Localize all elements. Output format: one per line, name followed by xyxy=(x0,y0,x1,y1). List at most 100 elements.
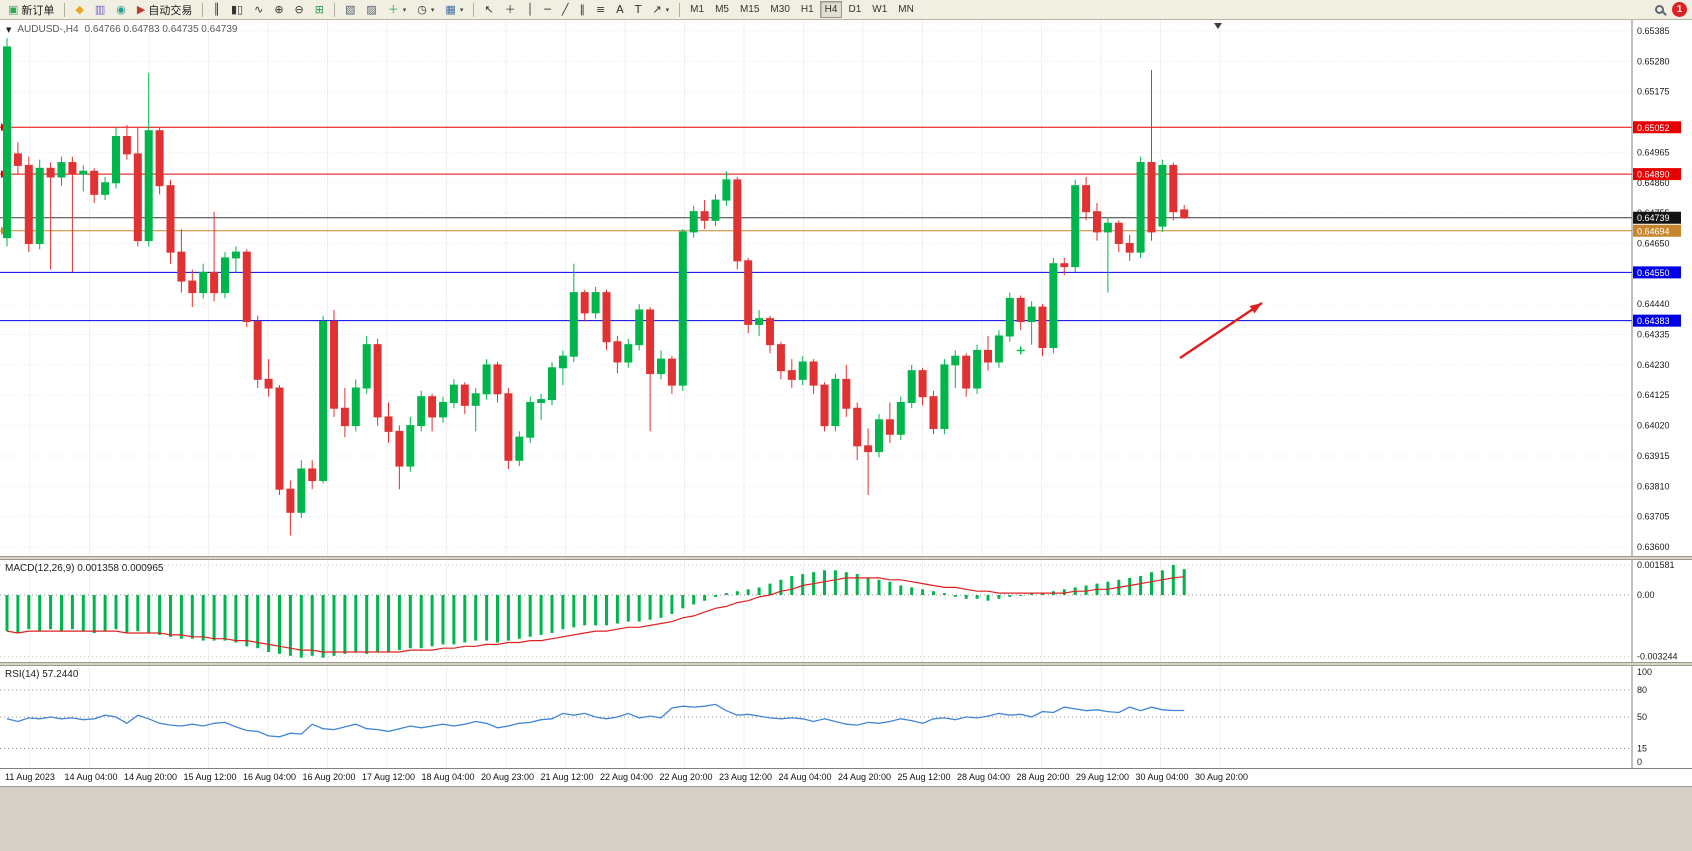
svg-text:80: 80 xyxy=(1637,685,1647,695)
new-order-button[interactable]: ▣ 新订单 xyxy=(3,1,59,18)
cursor-tool-button[interactable]: ↖ xyxy=(479,1,498,18)
timeframe-h1-button[interactable]: H1 xyxy=(800,4,814,15)
rsi-axis: 100 80 50 15 0 xyxy=(1631,666,1652,768)
candles-mode-icon: ▮▯ xyxy=(230,3,244,16)
rsi-canvas[interactable]: 100 80 50 15 0 xyxy=(0,666,1692,768)
time-label: 23 Aug 12:00 xyxy=(719,772,773,782)
cursor-icon: ↖ xyxy=(484,3,494,16)
chart-list-button[interactable]: ▧ xyxy=(340,1,360,18)
rsi-grid xyxy=(0,666,1632,768)
timeframe-w1-button[interactable]: W1 xyxy=(872,4,888,15)
notification-badge[interactable]: 1 xyxy=(1672,2,1687,17)
metaeditor-button[interactable]: ◆ xyxy=(70,1,88,18)
horizontal-level-lines[interactable] xyxy=(0,123,1632,322)
timeframe-m1-button[interactable]: M1 xyxy=(690,4,705,15)
autotrading-button[interactable]: ▶ 自动交易 xyxy=(132,1,197,18)
svg-text:0.64383: 0.64383 xyxy=(1637,316,1670,326)
templates-button[interactable]: ▦ ▾ xyxy=(440,1,468,18)
svg-text:0.64335: 0.64335 xyxy=(1637,330,1670,340)
svg-text:0.65280: 0.65280 xyxy=(1637,56,1670,66)
navigator-button[interactable]: ◉ xyxy=(111,1,131,18)
svg-text:15: 15 xyxy=(1637,744,1647,754)
svg-text:0.65052: 0.65052 xyxy=(1637,123,1670,133)
text-icon: A xyxy=(616,3,624,16)
channel-icon: ∥ xyxy=(579,3,585,16)
svg-text:0.64739: 0.64739 xyxy=(1637,213,1670,223)
svg-text:0.64020: 0.64020 xyxy=(1637,421,1670,431)
svg-text:0: 0 xyxy=(1637,757,1642,767)
macd-panel[interactable]: 0.001581 0.00 -0.003244 MACD(12,26,9) 0.00… xyxy=(0,560,1692,662)
price-panel[interactable]: 0.65385 0.65280 0.65175 0.64965 0.64860 0.647… xyxy=(0,20,1692,556)
arrows-tool-button[interactable]: ↗ ▾ xyxy=(647,1,674,18)
timeframe-m5-button[interactable]: M5 xyxy=(715,4,729,15)
crosshair-tool-button[interactable]: ＋ xyxy=(500,1,521,18)
label-icon: T xyxy=(634,3,642,16)
periods-button[interactable]: ◷ ▾ xyxy=(412,1,439,18)
trend-arrow-annotation[interactable] xyxy=(1179,301,1263,360)
svg-text:50: 50 xyxy=(1637,712,1647,722)
shift-marker-icon[interactable] xyxy=(1214,23,1222,29)
fibonacci-tool-button[interactable]: ≡ xyxy=(591,1,610,18)
label-tool-button[interactable]: T xyxy=(630,1,647,18)
time-label: 29 Aug 12:00 xyxy=(1076,772,1130,782)
timeframe-mn-button[interactable]: MN xyxy=(898,4,914,15)
time-label: 17 Aug 12:00 xyxy=(362,772,416,782)
time-label: 21 Aug 12:00 xyxy=(540,772,594,782)
crosshair-icon: ＋ xyxy=(504,3,516,16)
svg-text:0.64230: 0.64230 xyxy=(1637,360,1670,370)
template-icon: ▦ xyxy=(445,3,456,16)
chart-header: ▼ AUDUSD-,H4 0.64766 0.64783 0.64735 0.6… xyxy=(6,24,237,35)
chart-expand-icon[interactable]: ▼ xyxy=(6,25,12,34)
svg-text:0.00: 0.00 xyxy=(1637,590,1655,600)
svg-text:0.63915: 0.63915 xyxy=(1637,451,1670,461)
macd-canvas[interactable]: 0.001581 0.00 -0.003244 xyxy=(0,560,1692,662)
svg-text:0.65385: 0.65385 xyxy=(1637,26,1670,36)
plus-marker-icon xyxy=(1016,346,1025,355)
indicators-button[interactable]: ＋ ▾ xyxy=(383,1,412,18)
svg-text:0.64694: 0.64694 xyxy=(1637,226,1670,236)
bars-mode-button[interactable]: ║ xyxy=(208,1,225,18)
svg-text:0.63600: 0.63600 xyxy=(1637,542,1670,552)
panel-splitter-rsi[interactable] xyxy=(0,662,1692,666)
dropdown-arrow-icon: ▾ xyxy=(459,5,464,14)
svg-text:0.64890: 0.64890 xyxy=(1637,170,1670,180)
timeframe-m30-button[interactable]: M30 xyxy=(770,4,790,15)
chart-profile-button[interactable]: ▨ xyxy=(361,1,381,18)
zoom-out-button[interactable]: ⊖ xyxy=(290,1,309,18)
price-grid xyxy=(0,20,1632,556)
rsi-panel[interactable]: 100 80 50 15 0 RSI(14) 57.2440 xyxy=(0,666,1692,768)
time-label: 20 Aug 23:00 xyxy=(481,772,535,782)
tile-windows-icon: ⊞ xyxy=(314,3,324,16)
fibonacci-icon: ≡ xyxy=(595,3,606,16)
text-tool-button[interactable]: A xyxy=(611,1,629,18)
zoom-in-button[interactable]: ⊕ xyxy=(269,1,288,18)
time-label: 11 Aug 2023 xyxy=(5,772,55,782)
timeframe-d1-button[interactable]: D1 xyxy=(848,4,862,15)
price-chart-canvas[interactable]: 0.65385 0.65280 0.65175 0.64965 0.64860 0.647… xyxy=(0,20,1692,556)
chart-symbol-title: AUDUSD-,H4 xyxy=(17,24,79,35)
metaeditor-icon: ◆ xyxy=(75,3,84,16)
panel-splitter-macd[interactable] xyxy=(0,556,1692,560)
chart-annotations[interactable] xyxy=(1016,23,1263,360)
hline-tool-button[interactable]: ─ xyxy=(539,1,556,18)
bars-mode-icon: ║ xyxy=(213,3,220,16)
candles-mode-button[interactable]: ▮▯ xyxy=(226,1,248,18)
vline-tool-button[interactable]: │ xyxy=(522,1,539,18)
svg-text:-0.003244: -0.003244 xyxy=(1637,652,1678,662)
channel-tool-button[interactable]: ∥ xyxy=(574,1,590,18)
timeframe-h4-button[interactable]: H4 xyxy=(819,1,843,18)
zoom-in-icon: ⊕ xyxy=(274,3,284,16)
tile-windows-button[interactable]: ⊞ xyxy=(310,1,329,18)
search-icon xyxy=(1655,5,1664,14)
timeframe-m15-button[interactable]: M15 xyxy=(739,4,760,15)
time-label: 30 Aug 04:00 xyxy=(1135,772,1189,782)
line-mode-button[interactable]: ∿ xyxy=(249,1,268,18)
trendline-tool-button[interactable]: ╱ xyxy=(557,1,574,18)
search-button[interactable] xyxy=(1650,1,1669,18)
market-watch-button[interactable]: ▥ xyxy=(90,1,110,18)
toolbar: ▣ 新订单 ◆ ▥ ◉ ▶ 自动交易 ║ ▮▯ ∿ ⊕ ⊖ ⊞ ▧ ▨ ＋ ▾ ◷ ▾ ▦ ▾ ↖ ＋ │ ─ ╱ ∥ ≡ A T ↗ ▾ M1… xyxy=(0,0,1692,20)
market-watch-icon: ▥ xyxy=(94,3,106,16)
time-label: 28 Aug 20:00 xyxy=(1016,772,1070,782)
chart-ohlc-values: 0.64766 0.64783 0.64735 0.64739 xyxy=(84,24,238,35)
